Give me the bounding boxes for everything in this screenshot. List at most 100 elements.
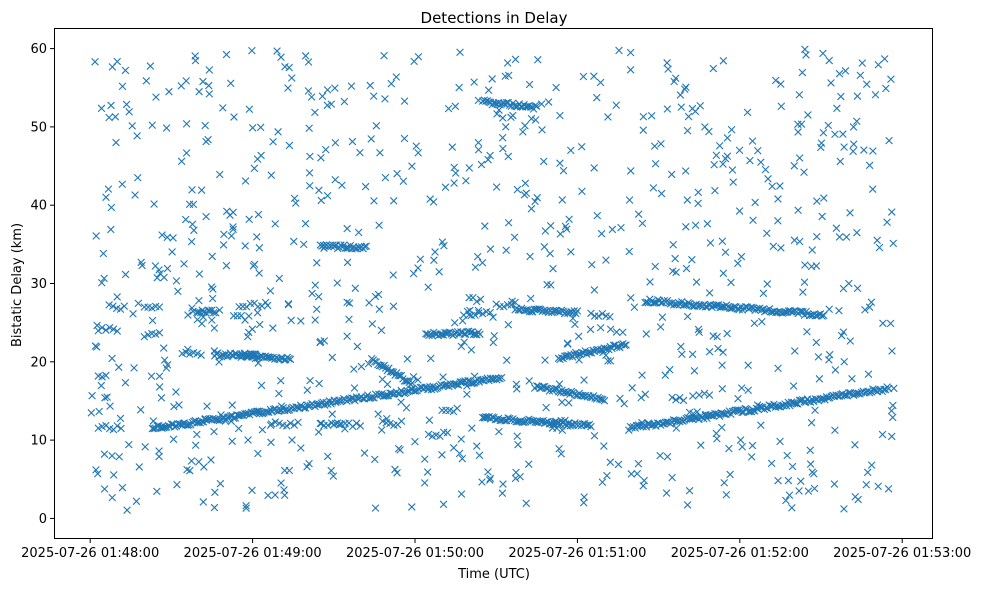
data-point: [586, 348, 594, 357]
data-point: [367, 394, 375, 402]
data-point: [471, 263, 480, 272]
data-point: [316, 337, 325, 346]
data-point: [841, 391, 850, 399]
data-point: [468, 424, 476, 432]
data-point: [771, 76, 780, 85]
data-point: [155, 383, 164, 391]
data-point: [758, 317, 766, 326]
data-point: [748, 137, 757, 145]
data-point: [705, 289, 714, 297]
data-point: [675, 393, 684, 402]
data-point: [883, 218, 891, 226]
data-point: [580, 376, 588, 384]
data-point: [255, 320, 264, 329]
data-point: [562, 352, 571, 360]
data-point: [370, 197, 378, 205]
data-point: [133, 173, 142, 182]
data-point: [118, 82, 127, 91]
data-point: [887, 432, 896, 441]
data-point: [338, 181, 346, 190]
data-point: [113, 327, 122, 335]
data-point: [608, 225, 617, 234]
data-point: [376, 148, 384, 157]
data-point: [764, 175, 772, 183]
data-point: [794, 128, 802, 136]
data-point: [535, 305, 543, 313]
data-point: [713, 301, 721, 309]
data-point: [514, 440, 522, 449]
data-point: [294, 418, 302, 427]
data-point: [890, 384, 898, 393]
data-point: [193, 349, 202, 358]
data-point: [777, 102, 786, 111]
data-point: [797, 120, 806, 128]
data-point: [210, 347, 219, 355]
data-point: [208, 294, 217, 303]
data-point: [622, 341, 630, 349]
data-point: [853, 284, 862, 293]
data-point: [289, 237, 298, 246]
data-point: [684, 112, 693, 121]
data-point: [199, 498, 208, 506]
data-point: [356, 148, 364, 157]
data-point: [512, 380, 521, 389]
data-point: [694, 199, 702, 208]
data-point: [146, 62, 155, 70]
data-point: [323, 86, 332, 94]
data-point: [578, 391, 587, 400]
data-point: [718, 361, 726, 369]
data-point: [140, 332, 149, 341]
data-point: [352, 419, 361, 428]
data-point: [303, 386, 312, 394]
data-point: [677, 342, 685, 351]
data-point: [703, 219, 712, 228]
data-point: [226, 211, 234, 219]
data-point: [810, 484, 819, 493]
data-point: [217, 411, 225, 419]
data-point: [148, 424, 157, 433]
data-point: [871, 90, 880, 99]
data-point: [788, 462, 797, 471]
data-point: [190, 226, 198, 235]
data-point: [134, 299, 143, 308]
data-point: [531, 101, 540, 110]
data-point: [488, 75, 496, 83]
data-point: [763, 280, 772, 288]
data-point: [191, 441, 200, 450]
data-point: [569, 314, 577, 323]
data-point: [495, 106, 503, 114]
data-point: [691, 221, 700, 230]
data-point: [867, 461, 876, 469]
data-point: [148, 304, 156, 312]
data-point: [726, 470, 734, 479]
data-point: [860, 146, 868, 154]
data-point: [160, 356, 169, 364]
data-point: [851, 440, 859, 449]
data-point: [93, 321, 101, 330]
data-point: [530, 384, 539, 392]
data-point: [558, 398, 566, 407]
data-point: [521, 179, 530, 188]
data-point: [354, 228, 363, 237]
data-point: [646, 278, 654, 286]
data-point: [864, 370, 873, 378]
data-point: [507, 113, 515, 122]
data-point: [839, 284, 848, 293]
data-point: [537, 100, 546, 108]
data-point: [656, 323, 665, 331]
data-point: [789, 307, 798, 316]
data-point: [831, 426, 839, 435]
data-point: [321, 145, 330, 154]
data-point: [819, 49, 827, 58]
data-point: [873, 236, 881, 245]
data-point: [245, 312, 253, 320]
data-point: [604, 357, 612, 365]
data-point: [498, 489, 507, 498]
data-point: [91, 342, 100, 350]
data-point: [757, 421, 765, 429]
data-point: [185, 200, 194, 209]
data-point: [207, 456, 215, 464]
data-point: [604, 113, 612, 121]
data-point: [438, 451, 446, 459]
